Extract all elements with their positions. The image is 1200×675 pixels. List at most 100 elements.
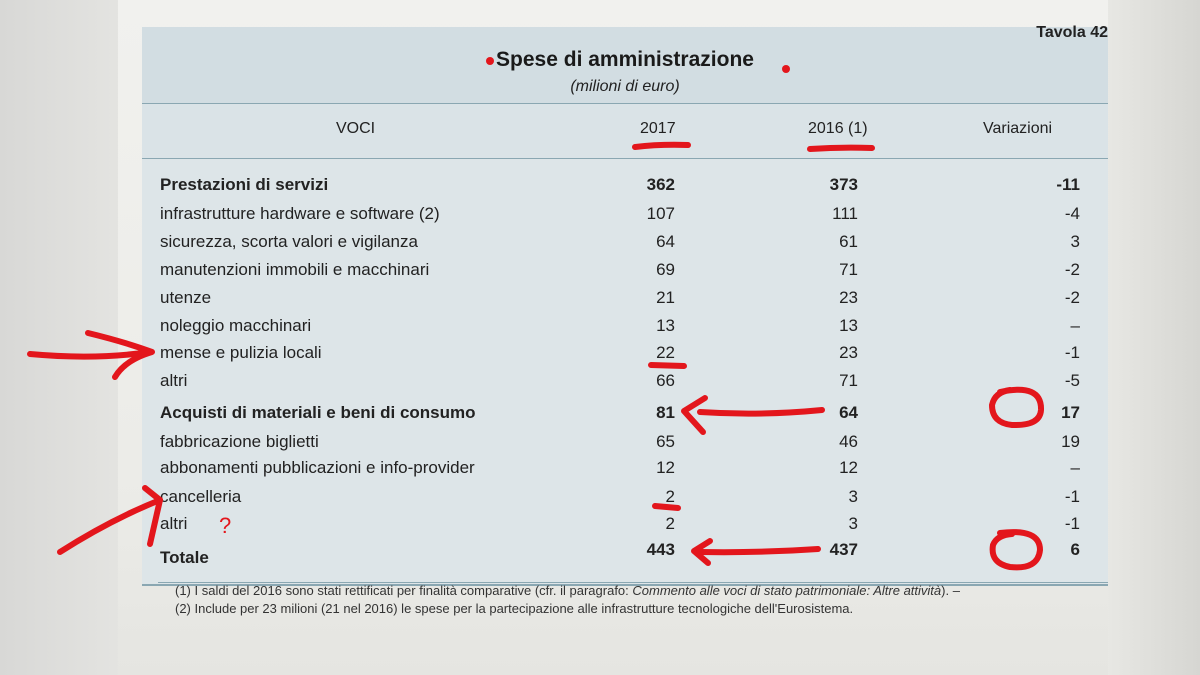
- value-variazione: -2: [1064, 260, 1080, 279]
- value-2016: 23: [839, 343, 858, 362]
- value-2017: 81: [656, 403, 675, 422]
- value-2016: 111: [832, 204, 858, 223]
- value-2017: 362: [646, 175, 675, 194]
- table-row: infrastrutture hardware e software (2) 1…: [160, 204, 1080, 230]
- table-row: manutenzioni immobili e macchinari 69 71…: [160, 260, 1080, 286]
- circle-17: [989, 386, 1044, 429]
- value-2017: 64: [656, 232, 675, 251]
- row-label: mense e pulizia locali: [160, 343, 322, 362]
- value-variazione: 17: [1061, 403, 1080, 422]
- footnote-2: (2) Include per 23 milioni (21 nel 2016)…: [175, 601, 854, 616]
- table-row: Acquisti di materiali e beni di consumo …: [160, 403, 1080, 429]
- column-header-band: [142, 103, 1108, 159]
- table-row: sicurezza, scorta valori e vigilanza 64 …: [160, 232, 1080, 258]
- row-label: manutenzioni immobili e macchinari: [160, 260, 430, 279]
- value-variazione: -2: [1064, 288, 1080, 307]
- row-label: utenze: [160, 288, 212, 307]
- table-row: mense e pulizia locali 22 23 -1: [160, 343, 1080, 369]
- arrow-cancelleria-shaft: [57, 497, 163, 555]
- row-label: fabbricazione biglietti: [160, 432, 319, 451]
- table-title: Spese di amministrazione: [496, 48, 754, 71]
- underline-22: [648, 362, 687, 369]
- arrow-mense-shaft: [27, 349, 153, 360]
- row-label: noleggio macchinari: [160, 316, 312, 335]
- row-label: Acquisti di materiali e beni di consumo: [160, 403, 476, 422]
- value-2017: 107: [646, 204, 675, 223]
- row-label: cancelleria: [160, 487, 242, 506]
- underline-2016: [807, 144, 875, 152]
- table-number: Tavola 42: [1036, 24, 1108, 41]
- value-2016: 12: [839, 458, 858, 477]
- underline-2017: [632, 141, 691, 150]
- footnotes: (1) I saldi del 2016 sono stati rettific…: [175, 582, 960, 618]
- question-mark: ?: [219, 513, 231, 538]
- value-2016: 23: [839, 288, 858, 307]
- table-row: Totale 443 437 6: [160, 540, 1080, 574]
- arrow-443-shaft: [697, 546, 821, 556]
- header-2016: 2016 (1): [808, 120, 868, 137]
- value-2016: 71: [839, 371, 858, 390]
- arrow-81-shaft: [697, 407, 825, 417]
- value-2016: 437: [829, 540, 858, 559]
- table-row: abbonamenti pubblicazioni e info-provide…: [160, 458, 1080, 484]
- table-row: altri 2 3 -1: [160, 514, 1080, 540]
- value-2016: 71: [839, 260, 858, 279]
- footnote-1: (1) I saldi del 2016 sono stati rettific…: [175, 583, 960, 598]
- value-2017: 22: [656, 343, 675, 362]
- underline-2: [652, 503, 681, 511]
- value-2017: 2: [665, 487, 675, 506]
- table-row: fabbricazione biglietti 65 46 19: [160, 432, 1080, 458]
- title-dot-right: [782, 65, 790, 73]
- arrow-cancelleria-head: [142, 485, 163, 547]
- value-variazione: -11: [1056, 175, 1080, 194]
- table-row: cancelleria 2 3 -1: [160, 487, 1080, 513]
- value-variazione: -1: [1064, 343, 1080, 362]
- row-label: altri: [160, 371, 188, 390]
- value-2017: 66: [656, 371, 675, 390]
- header-variazioni: Variazioni: [983, 120, 1053, 137]
- value-variazione: –: [1070, 316, 1080, 335]
- table-row: noleggio macchinari 13 13 –: [160, 316, 1080, 342]
- arrow-81-head: [681, 395, 708, 435]
- value-variazione: 19: [1061, 432, 1080, 451]
- table-title-band: [142, 27, 1108, 103]
- value-2017: 443: [646, 540, 675, 559]
- background-wall: [1105, 0, 1200, 675]
- row-label: sicurezza, scorta valori e vigilanza: [160, 232, 418, 251]
- arrow-mense-head: [85, 330, 155, 380]
- header-voci: VOCI: [336, 120, 376, 137]
- row-label: abbonamenti pubblicazioni e info-provide…: [160, 458, 475, 477]
- value-variazione: -4: [1064, 204, 1080, 223]
- row-label: Prestazioni di servizi: [160, 175, 329, 194]
- row-label: Totale: [160, 548, 209, 567]
- value-variazione: –: [1070, 458, 1080, 477]
- table-row: altri 66 71 -5: [160, 371, 1080, 397]
- value-2016: 64: [839, 403, 858, 422]
- value-2016: 3: [848, 514, 858, 533]
- value-2016: 61: [839, 232, 858, 251]
- row-label: altri: [160, 514, 188, 533]
- value-2016: 373: [829, 175, 858, 194]
- value-2017: 65: [656, 432, 675, 451]
- table-units: (milioni di euro): [570, 78, 680, 95]
- value-variazione: -5: [1064, 371, 1080, 390]
- row-label: infrastrutture hardware e software (2): [160, 204, 440, 223]
- value-2017: 21: [656, 288, 675, 307]
- header-2017: 2017: [640, 120, 676, 137]
- value-variazione: -1: [1064, 514, 1080, 533]
- value-2017: 13: [656, 316, 675, 335]
- title-dot-left: [486, 57, 494, 65]
- value-2017: 12: [656, 458, 675, 477]
- table-row: Prestazioni di servizi 362 373 -11: [160, 175, 1080, 201]
- circle-6: [989, 529, 1043, 571]
- value-2017: 2: [665, 514, 675, 533]
- arrow-443-head: [691, 538, 713, 566]
- table-row: utenze 21 23 -2: [160, 288, 1080, 314]
- value-variazione: 3: [1070, 232, 1080, 251]
- value-2016: 13: [839, 316, 858, 335]
- value-2016: 46: [839, 432, 858, 451]
- value-2016: 3: [848, 487, 858, 506]
- footnote-rule: [158, 582, 1108, 583]
- value-variazione: 6: [1070, 540, 1080, 559]
